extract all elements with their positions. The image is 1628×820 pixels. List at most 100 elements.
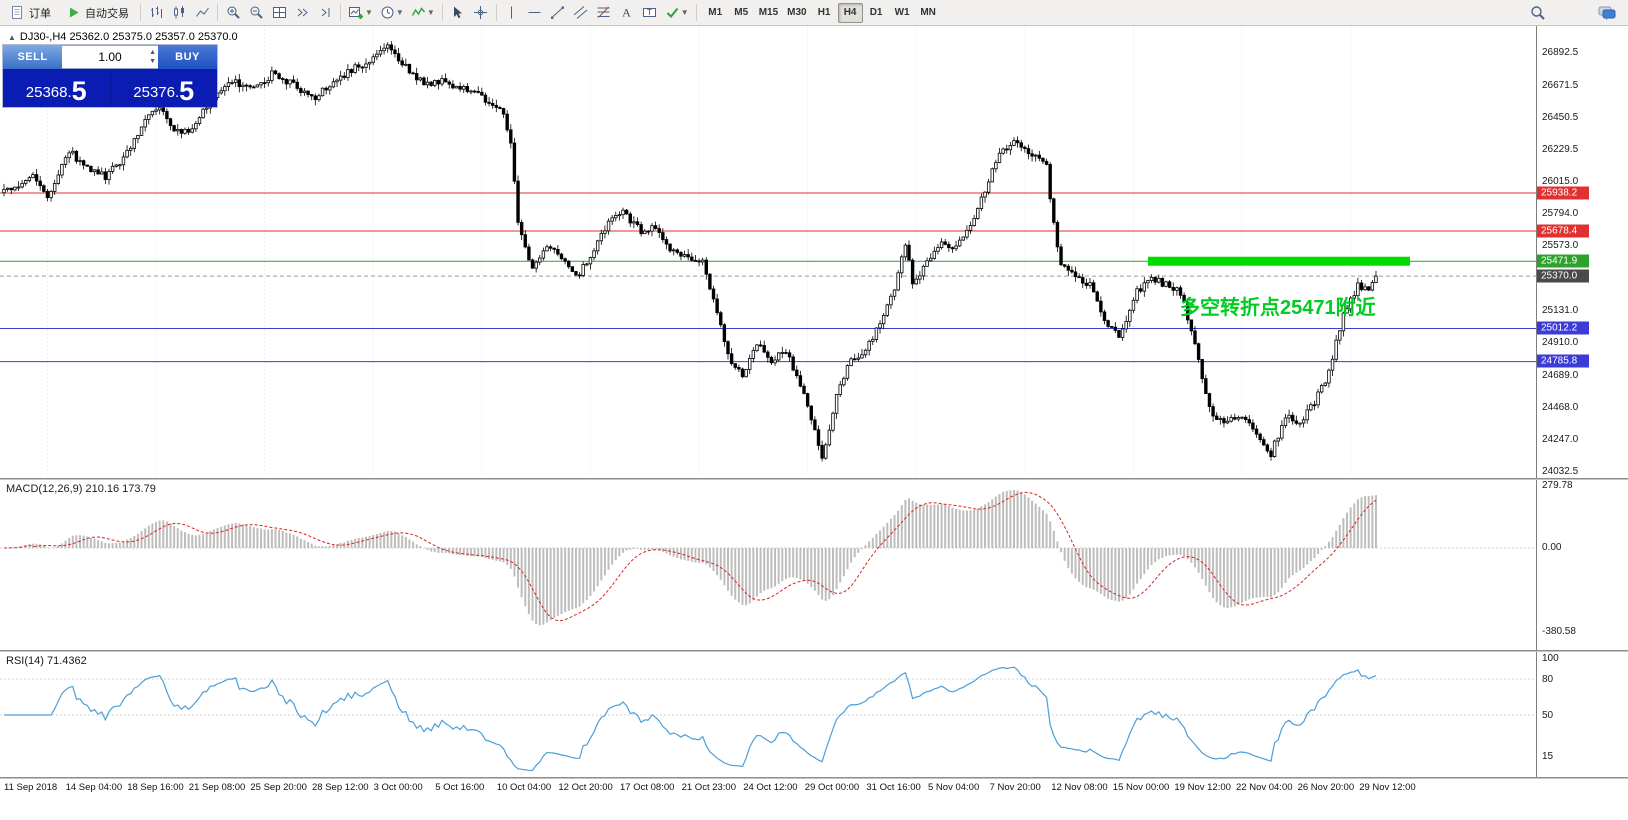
price-axis-label: -380.58 <box>1542 626 1576 637</box>
price-tag: 25938.2 <box>1537 186 1589 200</box>
timeframe-button-m5[interactable]: M5 <box>734 7 749 18</box>
volume-input[interactable]: 1.00 ▲ ▼ <box>62 45 158 69</box>
line-chart-button[interactable] <box>191 2 213 24</box>
indicators-icon <box>411 5 426 20</box>
time-axis-label: 10 Oct 04:00 <box>496 782 552 793</box>
time-axis-label: 31 Oct 16:00 <box>866 782 921 793</box>
time-axis-label: 3 Oct 00:00 <box>373 782 423 793</box>
volume-stepper[interactable]: ▲ ▼ <box>149 48 156 66</box>
channel-icon <box>573 5 588 20</box>
timeframe-button-m1[interactable]: M1 <box>708 7 723 18</box>
buy-price-big-digit: 5 <box>179 75 195 106</box>
buy-button[interactable]: BUY <box>158 45 217 69</box>
zoom-in-icon <box>226 5 241 20</box>
pane-separator[interactable] <box>0 478 1628 480</box>
trendline-icon <box>550 5 565 20</box>
stepper-down-icon[interactable]: ▼ <box>149 58 156 65</box>
tile-windows-button[interactable] <box>268 2 290 24</box>
stepper-up-icon[interactable]: ▲ <box>149 49 156 56</box>
horizontal-line-button[interactable] <box>524 2 546 24</box>
text-label-icon: T <box>642 5 657 20</box>
svg-text:T: T <box>647 8 652 17</box>
timeframe-button-w1[interactable]: W1 <box>894 7 910 18</box>
macd-indicator-plot[interactable] <box>0 480 1536 650</box>
pane-separator <box>0 777 1628 779</box>
arrows-button[interactable]: ▼ <box>662 2 692 24</box>
volume-value: 1.00 <box>98 50 122 64</box>
zoom-in-button[interactable] <box>222 2 244 24</box>
profiles-button[interactable]: ▼ <box>377 2 407 24</box>
one-click-trade-panel: SELL 1.00 ▲ ▼ BUY 25368. 5 25376. 5 <box>3 45 217 107</box>
price-tag: 25471.9 <box>1537 254 1589 268</box>
toolbar-separator <box>340 4 341 21</box>
time-axis-label: 24 Oct 12:00 <box>743 782 798 793</box>
bar-chart-button[interactable] <box>145 2 167 24</box>
pane-separator[interactable] <box>0 650 1628 652</box>
timeframe-button-m15[interactable]: M15 <box>758 7 779 18</box>
vertical-line-button[interactable] <box>501 2 523 24</box>
time-axis[interactable]: 11 Sep 2018 14 Sep 04:00 18 Sep 16:00 21 Se… <box>0 779 1628 803</box>
chevron-down-icon: ▼ <box>395 8 404 17</box>
rsi-label: RSI(14) 71.4362 <box>6 655 87 667</box>
support-zone-rect[interactable] <box>1148 256 1410 266</box>
time-axis-label: 15 Nov 00:00 <box>1112 782 1170 793</box>
price-axis-label: 24032.5 <box>1542 465 1579 477</box>
time-axis-label: 5 Oct 16:00 <box>435 782 485 793</box>
buy-price-display[interactable]: 25376. 5 <box>110 69 217 107</box>
toolbar-separator <box>441 4 443 21</box>
sell-price-small: 25368. <box>25 84 72 101</box>
cursor-button[interactable] <box>447 2 469 24</box>
time-axis-label: 19 Nov 12:00 <box>1174 782 1231 793</box>
arrows-icon <box>665 5 680 20</box>
candlestick-chart-button[interactable] <box>168 2 190 24</box>
price-axis[interactable]: 26892.5 26671.5 26450.5 26229.5 26015.0 25794… <box>1536 26 1628 779</box>
price-axis-label: 26015.0 <box>1542 175 1579 187</box>
rsi-indicator-plot[interactable] <box>0 652 1536 777</box>
zoom-out-button[interactable] <box>245 2 267 24</box>
auto-scroll-icon <box>295 5 310 20</box>
new-chart-button[interactable]: ▼ <box>345 2 376 24</box>
crosshair-button[interactable] <box>470 2 492 24</box>
timeframe-button-d1[interactable]: D1 <box>869 7 883 18</box>
macd-histogram <box>6 490 1377 626</box>
sell-button[interactable]: SELL <box>3 45 62 69</box>
time-axis-label: 21 Sep 08:00 <box>188 782 246 793</box>
crosshair-icon <box>473 5 488 20</box>
sell-price-display[interactable]: 25368. 5 <box>3 69 110 107</box>
buy-price-small: 25376. <box>133 84 180 101</box>
chevron-down-icon: ▼ <box>426 8 435 17</box>
chart-shift-button[interactable] <box>314 2 336 24</box>
trendline-button[interactable] <box>547 2 569 24</box>
new-order-button[interactable]: 订单 <box>3 2 58 24</box>
text-button[interactable]: A <box>616 2 638 24</box>
autotrade-button[interactable]: 自动交易 <box>59 2 136 24</box>
time-axis-label: 11 Sep 2018 <box>4 782 58 793</box>
search-button[interactable] <box>1527 2 1549 24</box>
timeframe-button-mn[interactable]: MN <box>920 7 936 18</box>
fibonacci-button[interactable] <box>593 2 615 24</box>
price-tag: 24785.8 <box>1537 354 1589 368</box>
horizontal-line-icon <box>527 5 542 20</box>
indicators-button[interactable]: ▼ <box>408 2 438 24</box>
price-axis-label: 100 <box>1542 653 1559 664</box>
price-tag: 25678.4 <box>1537 224 1589 238</box>
community-chat-button[interactable] <box>1595 2 1619 24</box>
timeframe-toolbar: M1 M5 M15 M30 H1 H4 D1 W1 MN <box>703 2 941 23</box>
timeframe-button-h1[interactable]: H1 <box>817 7 831 18</box>
chevron-down-icon: ▼ <box>680 8 689 17</box>
chart-shift-icon <box>318 5 333 20</box>
time-axis-label: 17 Oct 08:00 <box>620 782 675 793</box>
toolbar-right-group <box>1527 2 1625 24</box>
price-axis-label: 50 <box>1542 710 1554 721</box>
auto-scroll-button[interactable] <box>291 2 313 24</box>
timeframe-button-h4[interactable]: H4 <box>837 2 863 23</box>
profiles-icon <box>380 5 395 20</box>
tile-windows-icon <box>272 5 287 20</box>
main-chart-plot[interactable]: 多空转折点25471附近 <box>0 26 1536 478</box>
channel-button[interactable] <box>570 2 592 24</box>
timeframe-button-m30[interactable]: M30 <box>787 7 807 18</box>
new-order-icon <box>10 5 25 20</box>
annotation-text[interactable]: 多空转折点25471附近 <box>1180 295 1376 319</box>
text-label-button[interactable]: T <box>639 2 661 24</box>
